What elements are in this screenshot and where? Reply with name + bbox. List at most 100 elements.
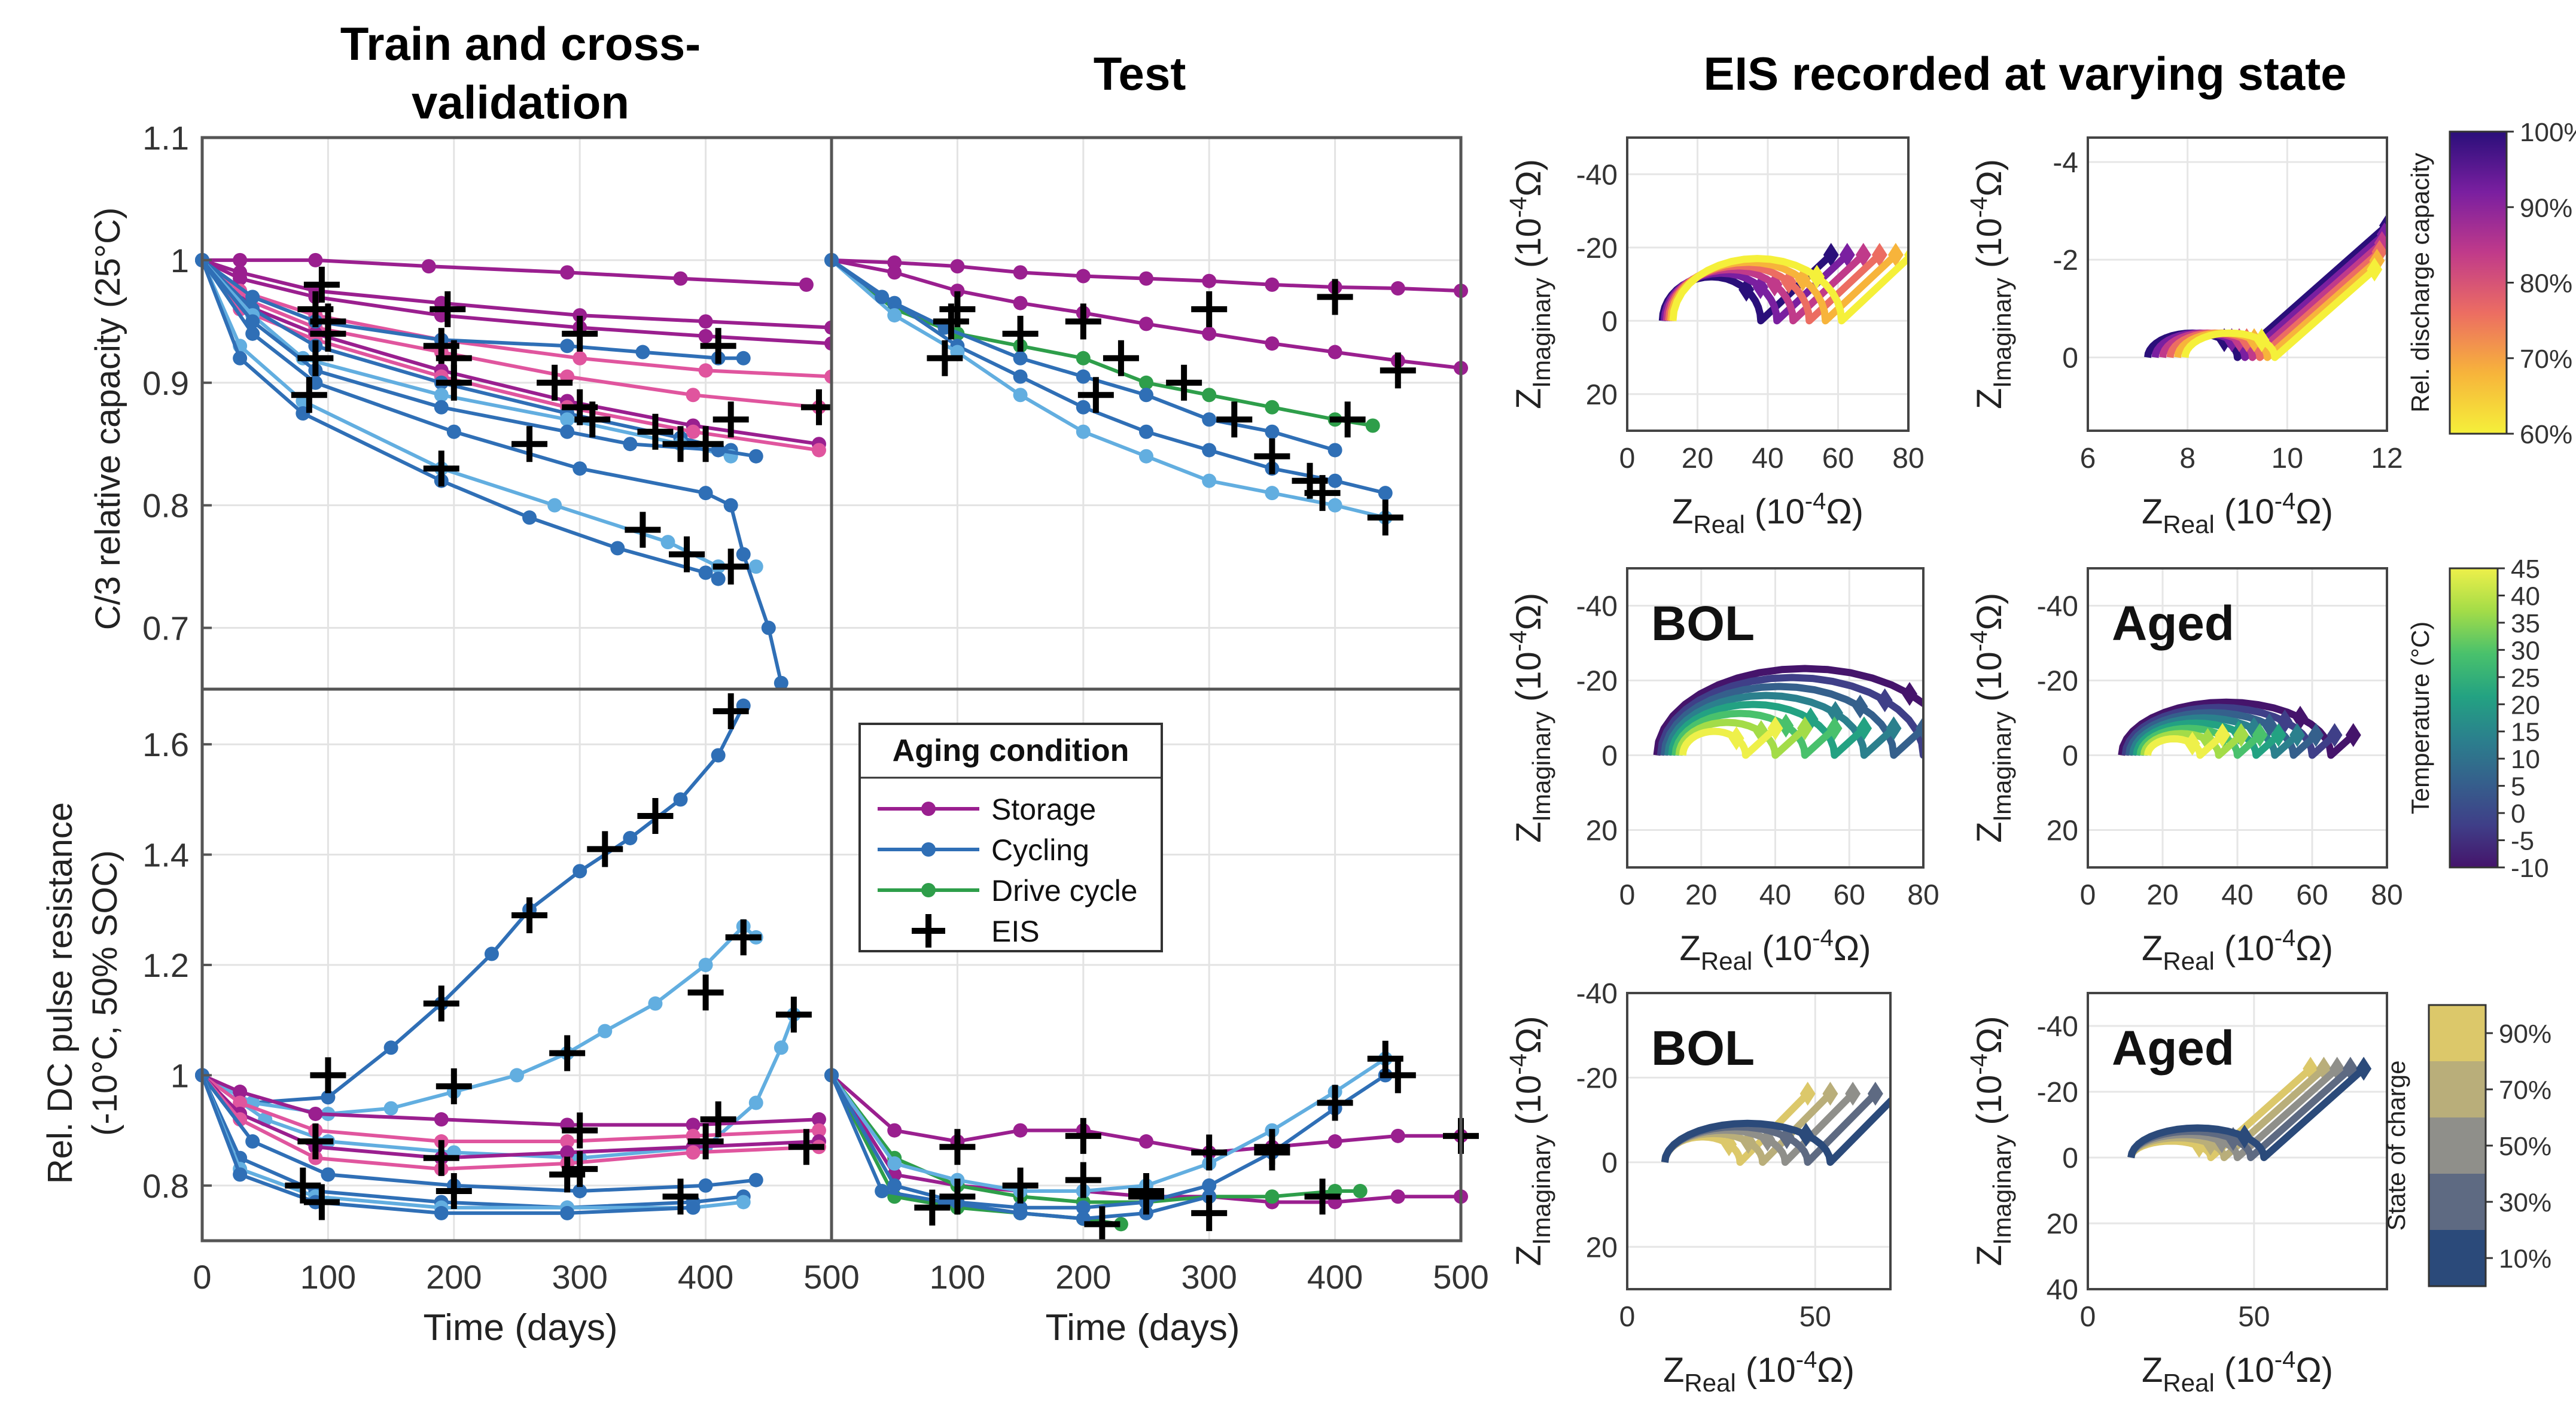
eis-curves bbox=[1661, 1082, 1890, 1166]
eis-xtick-label: 50 bbox=[1799, 1301, 1831, 1333]
eis-xtick-label: 20 bbox=[1685, 879, 1717, 911]
series-point bbox=[1265, 277, 1280, 292]
eis-curve bbox=[1675, 718, 1808, 759]
legend-title: Aging condition bbox=[893, 733, 1129, 768]
ytick-label: 1.1 bbox=[142, 119, 189, 157]
series-point bbox=[736, 1195, 751, 1210]
heading-test: Test bbox=[1094, 47, 1186, 100]
eis-ylabel-sub: Imaginary bbox=[1527, 711, 1555, 821]
colorbar-tick-label: -10 bbox=[2511, 854, 2549, 883]
eis-marker bbox=[1867, 1082, 1883, 1106]
xtick-label: 400 bbox=[678, 1258, 733, 1296]
xlabel-test: Time (days) bbox=[1046, 1307, 1240, 1348]
eis-marker bbox=[788, 1129, 824, 1165]
eis-marker bbox=[1317, 1085, 1353, 1121]
eis-marker bbox=[303, 1184, 340, 1220]
colorbar-tick-label: 50% bbox=[2499, 1132, 2551, 1161]
eis-xlabel-main: Z bbox=[1663, 1351, 1684, 1390]
series-point bbox=[635, 345, 650, 360]
eis-marker bbox=[1856, 716, 1872, 741]
eis-xlabel-exp: -4 bbox=[2274, 488, 2296, 514]
colorbar-tick-label: 20 bbox=[2511, 690, 2540, 720]
eis-xlabel-tail: Ω) bbox=[1834, 929, 1871, 968]
eis-ytick-label: -2 bbox=[2053, 245, 2078, 276]
eis-marker bbox=[430, 291, 466, 327]
series-point bbox=[875, 290, 890, 304]
series-point bbox=[1265, 486, 1280, 501]
eis-xlabel-tail: Ω) bbox=[1817, 1351, 1855, 1390]
series-point bbox=[1390, 1128, 1405, 1143]
ytick-label: 1.4 bbox=[142, 836, 189, 874]
eis-marker bbox=[2356, 1056, 2372, 1081]
series-point bbox=[1076, 400, 1091, 415]
eis-marker bbox=[297, 1123, 334, 1160]
eis-marker bbox=[933, 303, 969, 340]
eis-ytick-label: -40 bbox=[1576, 591, 1618, 623]
eis-xlabel: ZReal (10-4Ω) bbox=[2142, 925, 2333, 975]
eis-marker bbox=[1827, 701, 1843, 725]
eis-ylabel: ZImaginary (10-4Ω) bbox=[1505, 159, 1555, 409]
eis-marker bbox=[291, 377, 327, 413]
eis-ytick-label: 20 bbox=[2047, 1208, 2078, 1240]
eis-ytick-label: 40 bbox=[2047, 1274, 2078, 1306]
colorbar-segment bbox=[2429, 1061, 2486, 1117]
ylabel-capacity: C/3 relative capacity (25°C) bbox=[89, 208, 127, 631]
series-point bbox=[711, 748, 726, 763]
eis-curve bbox=[1671, 709, 1837, 759]
eis-ylabel-sub: Imaginary bbox=[1988, 278, 2016, 388]
eis-ylabel-sub: Imaginary bbox=[1988, 711, 2016, 821]
series-point bbox=[434, 388, 449, 403]
eis-xlabel-main: Z bbox=[2142, 929, 2163, 968]
eis-frame bbox=[2087, 136, 2388, 432]
colorbar-cb_soc: 90% 70% 50% 30% 10% State of charge bbox=[2382, 1004, 2551, 1287]
eis-ylabel-main: Z bbox=[1970, 1245, 2009, 1266]
eis-marker bbox=[2292, 705, 2308, 730]
eis-marker bbox=[1902, 681, 1918, 706]
eis-xlabel-exp: -4 bbox=[1796, 1347, 1817, 1373]
eis-marker bbox=[436, 364, 472, 401]
colorbar-tick-label: 0 bbox=[2511, 799, 2525, 829]
series-line bbox=[830, 258, 1386, 520]
eis-marker bbox=[587, 831, 623, 867]
eis-marker bbox=[423, 450, 459, 487]
series-point bbox=[1013, 296, 1028, 310]
series-point bbox=[560, 1134, 575, 1149]
series-point bbox=[560, 1205, 575, 1220]
eis-ytick-label: -20 bbox=[2037, 666, 2078, 698]
eis-xlabel-exp: -4 bbox=[2274, 1347, 2296, 1373]
eis-ylabel-tail: Ω) bbox=[1970, 159, 2009, 197]
eis-marker bbox=[2345, 723, 2361, 747]
eis-marker bbox=[2327, 723, 2343, 747]
eis-frame bbox=[2087, 567, 2388, 869]
xtick-label: 400 bbox=[1307, 1258, 1363, 1296]
legend: Aging condition Storage Cycling Drive cycle… bbox=[858, 723, 1163, 952]
plot-capacity_train: 0.7 0.8 0.9 1 1.1 bbox=[142, 119, 839, 691]
eis-ylabel: ZImaginary (10-4Ω) bbox=[1505, 1016, 1555, 1266]
eis-marker bbox=[2254, 328, 2270, 352]
eis-marker bbox=[637, 413, 674, 450]
eis-marker bbox=[2233, 723, 2249, 747]
series-point bbox=[598, 1024, 613, 1039]
eis-ylabel-main: Z bbox=[1970, 822, 2009, 843]
eis-xlabel-main: Z bbox=[2142, 492, 2163, 531]
eis-ylabel-units: (10 bbox=[1970, 1075, 2009, 1135]
eis-curve bbox=[1669, 253, 1908, 325]
eis-marker bbox=[1945, 717, 1961, 741]
series-point bbox=[245, 314, 260, 329]
eis-marker bbox=[1002, 315, 1039, 352]
colorbar-tick-label: 10% bbox=[2499, 1244, 2551, 1274]
series-point bbox=[748, 1173, 763, 1187]
eis-marker bbox=[637, 798, 674, 835]
eis-marker bbox=[1839, 243, 1855, 267]
colorbar-tick-label: 45 bbox=[2511, 555, 2540, 584]
eis-ylabel: ZImaginary (10-4Ω) bbox=[1966, 159, 2016, 409]
eis-marker bbox=[775, 996, 812, 1033]
eis-marker bbox=[285, 1167, 321, 1204]
series-point bbox=[245, 1134, 260, 1149]
eis-curve bbox=[1661, 1096, 1890, 1166]
plot-resistance_train: 0.8 1 1.2 1.4 1.6 0 100 200 300 400 500 bbox=[142, 687, 860, 1296]
xtick-label: 100 bbox=[300, 1258, 356, 1296]
series-point bbox=[887, 308, 902, 323]
